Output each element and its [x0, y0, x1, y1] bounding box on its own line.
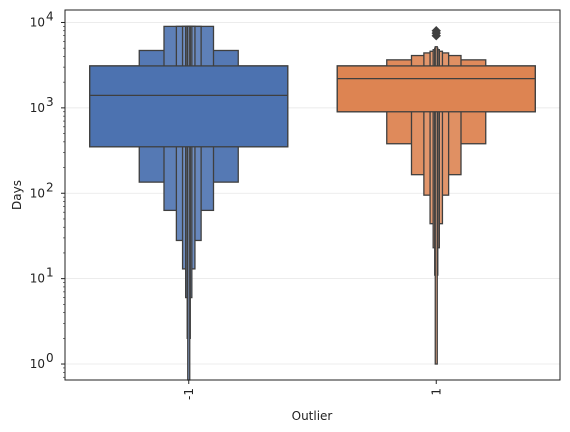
- y-tick-exponent: 2: [46, 180, 54, 194]
- y-tick-label: 10: [30, 101, 45, 115]
- y-tick-label: 10: [30, 357, 45, 371]
- y-tick-exponent: 1: [46, 266, 54, 280]
- x-axis-title: Outlier: [292, 409, 333, 423]
- y-tick-exponent: 0: [46, 351, 54, 365]
- plot-frame: [64, 9, 561, 381]
- y-tick-exponent: 3: [46, 95, 54, 109]
- y-tick-label: 10: [30, 186, 45, 200]
- outlier-point: [431, 26, 441, 36]
- boxen-level: [434, 46, 438, 365]
- boxen-group-1: [336, 26, 536, 365]
- y-tick-label: 10: [30, 272, 45, 286]
- x-axis-ticks: -1 1: [182, 380, 443, 400]
- boxen-group--1: [89, 25, 289, 381]
- y-axis-title: Days: [10, 180, 24, 210]
- boxen-central-box: [336, 65, 536, 113]
- boxen-series: [89, 25, 536, 381]
- x-tick-label: -1: [182, 388, 196, 400]
- x-tick-label: 1: [429, 388, 443, 396]
- y-tick-exponent: 4: [46, 9, 54, 23]
- y-tick-label: 10: [30, 15, 45, 29]
- boxen-central-box: [89, 65, 289, 148]
